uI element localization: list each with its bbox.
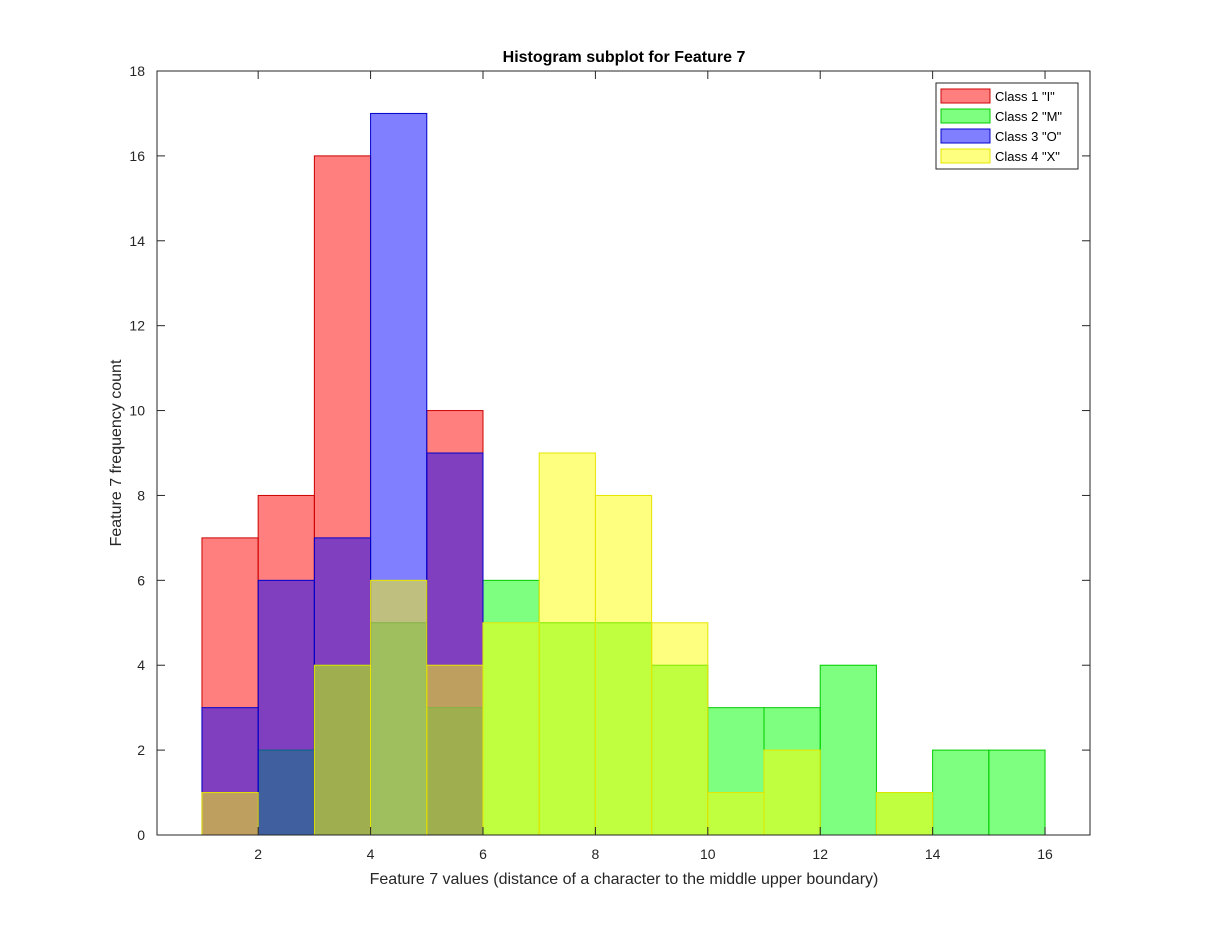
chart-legend: Class 1 "I" Class 2 "M" Class 3 "O" Class 4…	[935, 82, 1079, 170]
x-tick-label: 14	[925, 846, 941, 862]
y-tick-label: 14	[129, 233, 145, 249]
y-tick-label: 16	[129, 148, 145, 164]
legend-items: Class 1 "I" Class 2 "M" Class 3 "O" Class 4…	[940, 88, 1062, 164]
histogram-bar	[482, 622, 540, 836]
histogram-bar	[370, 579, 428, 836]
histogram-bar	[651, 622, 709, 836]
x-tick-label: 4	[367, 846, 375, 862]
histogram-bar	[257, 579, 315, 836]
legend-label: Class 4 "X"	[995, 149, 1060, 164]
y-tick-label: 12	[129, 318, 145, 334]
bars-layer	[201, 112, 1046, 836]
x-tick-label: 12	[812, 846, 828, 862]
histogram-bar	[538, 452, 596, 836]
histogram-bar	[313, 664, 372, 836]
histogram-bar	[201, 792, 259, 836]
legend-swatch	[940, 128, 991, 144]
histogram-bar	[763, 749, 821, 836]
legend-swatch	[940, 108, 991, 124]
histogram-bar	[932, 749, 990, 836]
y-tick-label: 8	[137, 487, 145, 503]
series-4-bars	[201, 452, 934, 836]
y-tick-label: 2	[137, 742, 145, 758]
legend-label: Class 2 "M"	[995, 109, 1062, 124]
x-axis-ticks: 2 4 6 8 10 12 14 16	[254, 71, 1053, 862]
histogram-bar	[594, 494, 653, 836]
histogram-bar	[819, 664, 877, 836]
chart-title: Histogram subplot for Feature 7	[503, 49, 746, 66]
x-tick-label: 10	[700, 846, 716, 862]
legend-swatch	[940, 88, 991, 104]
plot-area-frame	[156, 70, 1091, 836]
x-tick-label: 6	[479, 846, 487, 862]
legend-item: Class 2 "M"	[940, 108, 1062, 124]
legend-item: Class 3 "O"	[940, 128, 1062, 144]
histogram-bar	[988, 749, 1046, 836]
y-tick-label: 0	[137, 827, 145, 843]
y-tick-label: 10	[129, 403, 145, 419]
x-tick-label: 8	[591, 846, 599, 862]
x-tick-label: 16	[1037, 846, 1053, 862]
histogram-bar	[875, 792, 934, 836]
legend-item: Class 4 "X"	[940, 148, 1060, 164]
histogram-bar	[426, 664, 484, 836]
y-axis-ticks: 0 2 4 6 8 10 12 14 16 18	[129, 63, 1090, 843]
x-axis-label: Feature 7 values (distance of a characte…	[370, 871, 879, 888]
histogram-bar	[707, 792, 765, 836]
legend-label: Class 3 "O"	[995, 129, 1062, 144]
x-tick-label: 2	[254, 846, 262, 862]
legend-swatch	[940, 148, 991, 164]
y-tick-label: 4	[137, 657, 145, 673]
y-axis-label: Feature 7 frequency count	[108, 359, 125, 546]
legend-label: Class 1 "I"	[995, 89, 1055, 104]
y-tick-label: 18	[129, 63, 145, 79]
y-tick-label: 6	[137, 572, 145, 588]
legend-item: Class 1 "I"	[940, 88, 1055, 104]
